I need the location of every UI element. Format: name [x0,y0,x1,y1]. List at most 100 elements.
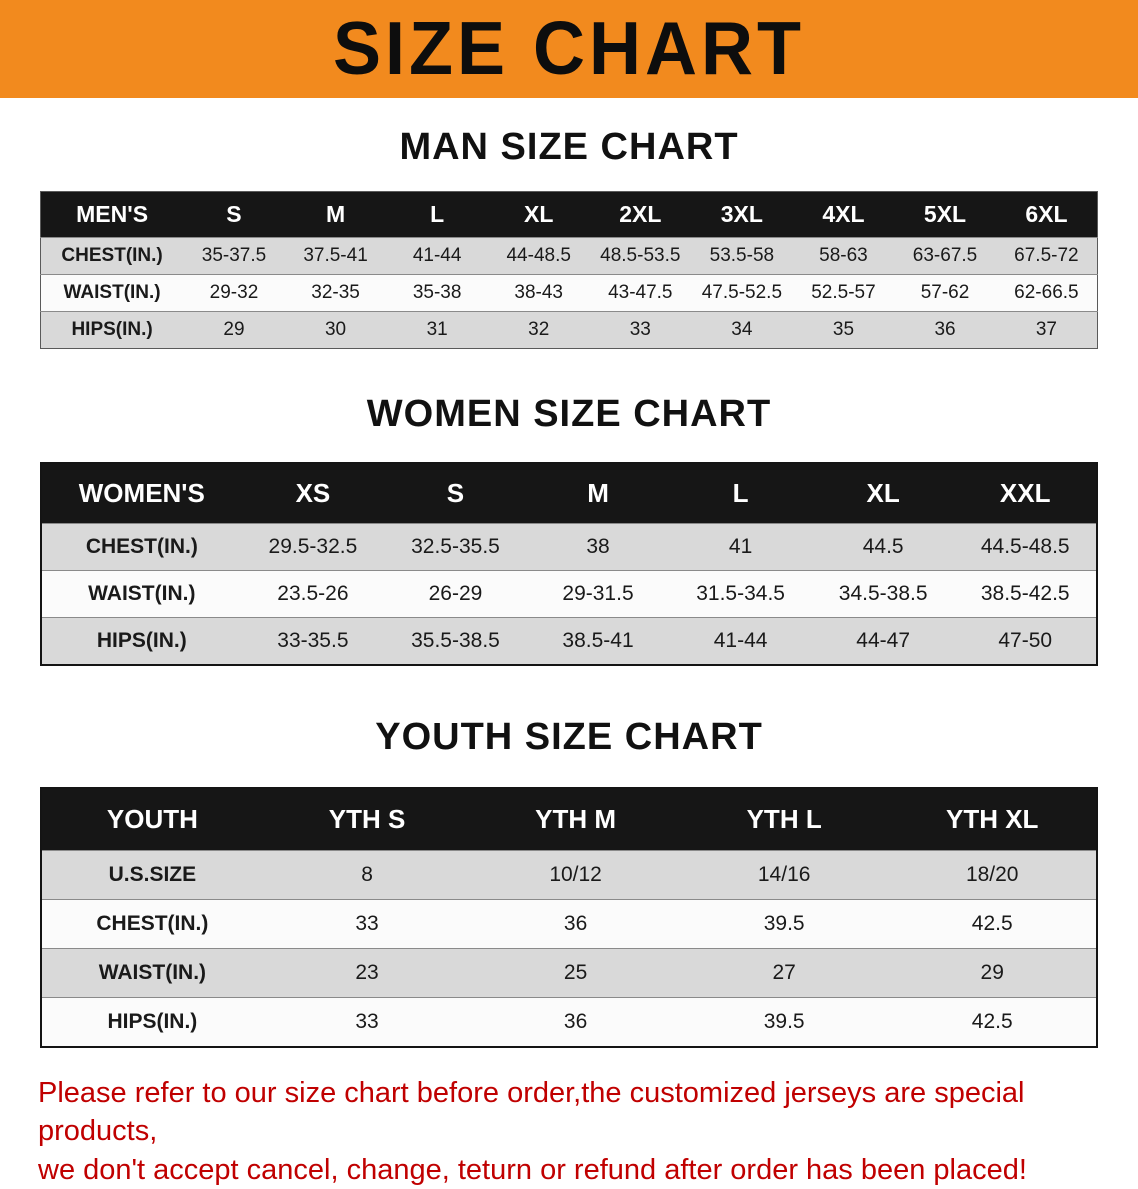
youth-size-section: YOUTH SIZE CHART YOUTH YTH S YTH M YTH L YTH… [0,716,1138,1048]
size-value-cell: 33 [589,311,692,349]
section-heading-youth: YOUTH SIZE CHART [375,716,763,758]
table-header-row: MEN'S S M L XL 2XL 3XL 4XL 5XL 6XL [40,191,1098,238]
size-value-cell: 29 [888,948,1097,998]
size-value-cell: 18/20 [888,850,1097,900]
size-value-cell: 48.5-53.5 [589,237,692,275]
table-row: WAIST(IN.) 23 25 27 29 [41,948,1097,998]
size-value-cell: 38-43 [487,274,590,312]
size-column-header: XL [487,191,590,238]
size-value-cell: 67.5-72 [995,237,1098,275]
size-column-header: YTH S [262,788,472,851]
size-value-cell: 29.5-32.5 [241,523,385,571]
size-value-cell: 29-31.5 [526,570,670,618]
table-row: U.S.SIZE 8 10/12 14/16 18/20 [41,850,1097,900]
youth-size-table: YOUTH YTH S YTH M YTH L YTH XL U.S.SIZE 8 10/12… [40,787,1098,1048]
row-label-cell: WAIST(IN.) [41,948,263,998]
table-header-row: WOMEN'S XS S M L XL XXL [41,463,1097,524]
men-size-section: MAN SIZE CHART MEN'S S M L XL 2XL 3XL 4XL 5XL 6XL… [0,126,1138,349]
men-size-table: MEN'S S M L XL 2XL 3XL 4XL 5XL 6XL CHEST(IN.) 35-37… [40,191,1098,349]
row-label-cell: HIPS(IN.) [41,997,263,1047]
size-column-header: YTH M [471,788,680,851]
row-label-cell: HIPS(IN.) [40,311,184,349]
table-row: WAIST(IN.) 29-32 32-35 35-38 38-43 43-47.5 47.… [40,274,1098,312]
size-value-cell: 37 [995,311,1098,349]
disclaimer-line-2: we don't accept cancel, change, teturn o… [38,1153,1027,1186]
size-value-cell: 36 [894,311,996,349]
size-value-cell: 44-48.5 [487,237,590,275]
size-column-header: XS [241,463,385,524]
disclaimer: Please refer to our size chart before or… [0,1074,1138,1189]
size-value-cell: 36 [471,997,680,1047]
size-value-cell: 33 [262,997,472,1047]
size-value-cell: 32-35 [284,274,387,312]
size-value-cell: 47-50 [954,617,1097,665]
size-value-cell: 23 [262,948,472,998]
size-column-header: 4XL [792,191,895,238]
size-column-header: 3XL [691,191,793,238]
size-value-cell: 41-44 [386,237,488,275]
size-value-cell: 31.5-34.5 [669,570,812,618]
size-value-cell: 44.5-48.5 [954,523,1097,571]
size-column-header: 5XL [894,191,996,238]
size-value-cell: 30 [284,311,387,349]
size-chart-banner: SIZE CHART [0,0,1138,98]
size-value-cell: 39.5 [679,899,889,949]
size-value-cell: 38.5-41 [526,617,670,665]
size-column-header: S [384,463,527,524]
table-row: HIPS(IN.) 33 36 39.5 42.5 [41,997,1097,1047]
row-label-cell: CHEST(IN.) [40,237,184,275]
table-title-cell: YOUTH [41,788,263,851]
section-heading-men: MAN SIZE CHART [399,126,739,168]
size-column-header: M [526,463,670,524]
size-value-cell: 34.5-38.5 [811,570,955,618]
size-value-cell: 10/12 [471,850,680,900]
banner-title: SIZE CHART [333,7,805,92]
row-label-cell: CHEST(IN.) [41,523,242,571]
size-column-header: S [183,191,285,238]
size-value-cell: 41-44 [669,617,812,665]
women-size-table: WOMEN'S XS S M L XL XXL CHEST(IN.) 29.5-32.5 32.5… [40,462,1098,666]
size-column-header: YTH XL [888,788,1097,851]
size-column-header: L [386,191,488,238]
row-label-cell: WAIST(IN.) [41,570,242,618]
row-label-cell: WAIST(IN.) [40,274,184,312]
size-value-cell: 52.5-57 [792,274,895,312]
women-size-section: WOMEN SIZE CHART WOMEN'S XS S M L XL XXL CHEST(… [0,393,1138,666]
size-column-header: 2XL [589,191,692,238]
size-value-cell: 44.5 [811,523,955,571]
size-value-cell: 39.5 [679,997,889,1047]
size-value-cell: 41 [669,523,812,571]
size-value-cell: 32 [487,311,590,349]
size-value-cell: 37.5-41 [284,237,387,275]
size-column-header: M [284,191,387,238]
size-value-cell: 38.5-42.5 [954,570,1097,618]
size-value-cell: 29 [183,311,285,349]
table-row: CHEST(IN.) 35-37.5 37.5-41 41-44 44-48.5 48.5… [40,237,1098,275]
size-value-cell: 27 [679,948,889,998]
size-value-cell: 14/16 [679,850,889,900]
table-row: WAIST(IN.) 23.5-26 26-29 29-31.5 31.5-34.5 34… [41,570,1097,618]
table-title-cell: WOMEN'S [41,463,242,524]
size-value-cell: 42.5 [888,997,1097,1047]
section-heading-women: WOMEN SIZE CHART [366,393,772,435]
size-value-cell: 42.5 [888,899,1097,949]
table-row: CHEST(IN.) 29.5-32.5 32.5-35.5 38 41 44.5 44.5… [41,523,1097,571]
table-row: CHEST(IN.) 33 36 39.5 42.5 [41,899,1097,949]
size-value-cell: 34 [691,311,793,349]
size-value-cell: 23.5-26 [241,570,385,618]
size-value-cell: 35-37.5 [183,237,285,275]
size-column-header: XL [811,463,955,524]
size-value-cell: 35.5-38.5 [384,617,527,665]
table-title-cell: MEN'S [40,191,184,238]
table-row: HIPS(IN.) 29 30 31 32 33 34 35 36 37 [40,311,1098,349]
size-value-cell: 58-63 [792,237,895,275]
size-column-header: YTH L [679,788,889,851]
size-value-cell: 47.5-52.5 [691,274,793,312]
size-column-header: L [669,463,812,524]
table-header-row: YOUTH YTH S YTH M YTH L YTH XL [41,788,1097,851]
size-value-cell: 62-66.5 [995,274,1098,312]
size-value-cell: 53.5-58 [691,237,793,275]
row-label-cell: U.S.SIZE [41,850,263,900]
size-value-cell: 35-38 [386,274,488,312]
size-value-cell: 8 [262,850,472,900]
